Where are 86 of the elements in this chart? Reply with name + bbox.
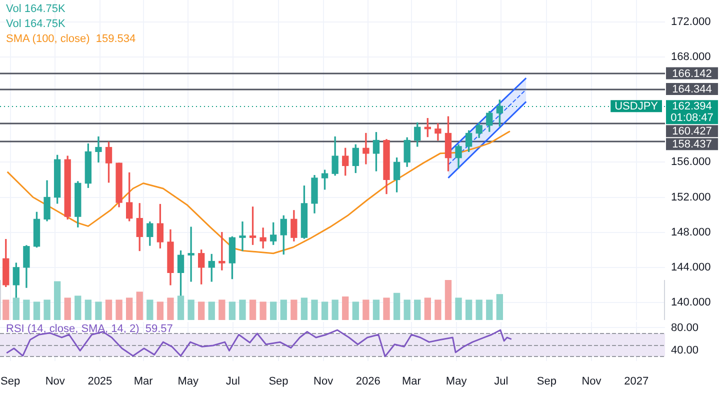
x-tick-label: Nov (582, 376, 602, 388)
y-tick-label: 168.000 (671, 51, 711, 64)
y-tick-label: 152.000 (671, 191, 711, 204)
bar (167, 298, 174, 320)
x-tick-label: Sep (536, 376, 556, 388)
bar (424, 298, 431, 320)
bar (74, 296, 82, 320)
bar (156, 302, 164, 320)
annotation: 59.57 (144, 323, 173, 335)
bar (12, 298, 20, 320)
x-tick-label: Jul (494, 376, 508, 388)
bar (372, 300, 380, 320)
bar (270, 302, 277, 320)
x-tick-label: Sep (0, 376, 20, 388)
ref-line-label: 166.142 (672, 68, 712, 80)
y-tick-label: 172.000 (671, 16, 711, 28)
bar (136, 292, 143, 320)
bar (455, 298, 462, 320)
bar (105, 300, 112, 320)
bar (311, 300, 318, 320)
x-tick-label: Sep (268, 376, 288, 388)
bar (444, 280, 452, 320)
bar (465, 300, 472, 320)
bar (239, 300, 246, 320)
bar (44, 300, 50, 320)
bar (126, 298, 133, 320)
y-tick-label: 148.000 (671, 226, 711, 238)
y-tick-label: 140.000 (671, 296, 711, 308)
bar (332, 300, 338, 320)
bar (228, 302, 236, 320)
bar (352, 302, 359, 320)
bar (33, 302, 40, 320)
ref-line-label: 162.394 (672, 100, 712, 113)
bar (84, 300, 92, 320)
x-tick-label: Mar (134, 376, 154, 388)
bar (383, 298, 390, 320)
annotation: Vol 164.75K (6, 17, 66, 32)
ref-line-label: 158.437 (672, 138, 712, 151)
bar (146, 300, 154, 320)
x-tick-label: Mar (402, 376, 422, 388)
bar (476, 300, 482, 320)
bar (54, 281, 61, 320)
bar (2, 300, 10, 320)
bar (496, 294, 503, 320)
x-tick-label: Jul (226, 376, 240, 388)
x-tick-label: 2025 (88, 376, 112, 388)
bar (198, 302, 205, 320)
bar (342, 296, 349, 320)
bar (290, 300, 298, 320)
annotation: USDJPY (614, 100, 659, 113)
bar (414, 300, 421, 320)
y-tick-label: 144.000 (671, 261, 711, 274)
bar (188, 300, 194, 320)
ref-line-label: 164.344 (672, 84, 712, 96)
text: 01:08:47 (670, 112, 714, 124)
y-tick-label: 40.00 (671, 344, 699, 357)
bar (362, 300, 370, 320)
x-tick-label: 2026 (356, 376, 380, 388)
x-tick-label: May (446, 376, 468, 388)
annotation: 159.534 (94, 33, 136, 45)
bar (95, 302, 102, 320)
y-tick-label: 80.00 (671, 322, 699, 334)
bar (116, 300, 122, 320)
series-label: RSI (14, close, SMA, 14, 2) (6, 323, 140, 335)
bar (300, 298, 308, 320)
bar (393, 292, 400, 320)
bar (208, 302, 215, 320)
bar (404, 300, 410, 320)
x-tick-label: 2027 (624, 376, 649, 388)
annotation: Vol 164.75K (6, 2, 66, 17)
bar (280, 300, 287, 320)
bar (249, 300, 256, 320)
bar (260, 302, 266, 320)
bar (64, 298, 71, 320)
bar (434, 300, 442, 320)
ref-line-label: 160.427 (672, 126, 712, 138)
bar (177, 296, 184, 320)
x-tick-label: Nov (45, 376, 66, 388)
bar (218, 300, 226, 320)
y-tick-label: 156.000 (671, 156, 711, 168)
text: SMA (100, close) (6, 33, 90, 45)
x-tick-label: May (178, 376, 199, 388)
x-tick-label: Nov (314, 376, 334, 388)
bar (23, 300, 30, 320)
bar (486, 300, 493, 320)
bar (321, 302, 328, 320)
